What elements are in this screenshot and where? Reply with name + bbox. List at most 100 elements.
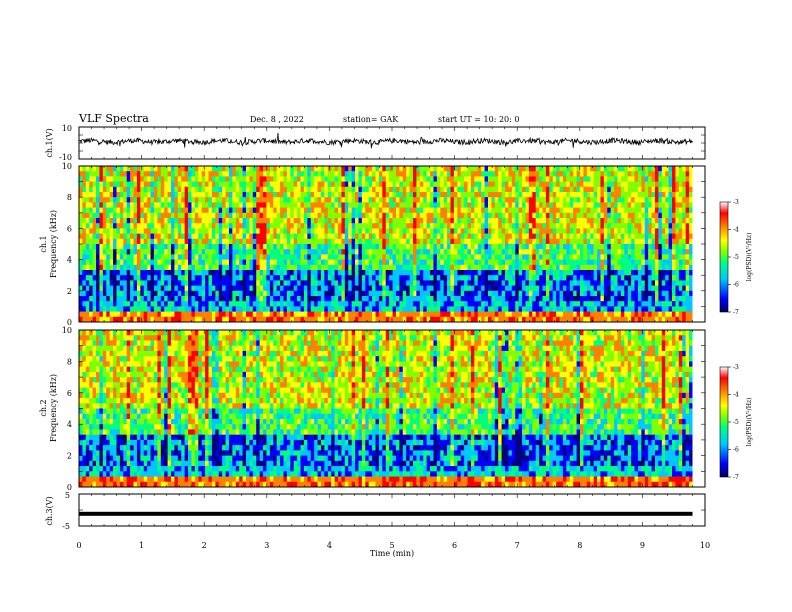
spectrogram-cell xyxy=(290,228,295,234)
spectrogram-cell xyxy=(382,254,387,260)
spectrogram-cell xyxy=(109,181,114,188)
spectrogram-cell xyxy=(620,233,625,240)
spectrogram-cell xyxy=(399,186,404,193)
spectrogram-cell xyxy=(246,176,250,182)
spectrogram-cell xyxy=(539,244,543,250)
spectrogram-cell xyxy=(501,202,506,208)
spectrogram-cell xyxy=(365,316,369,323)
spectrogram-cell xyxy=(457,186,462,193)
spectrogram-cell xyxy=(464,316,468,323)
spectrogram-cell xyxy=(399,249,404,255)
spectrogram-cell xyxy=(344,171,349,177)
spectrogram-cell xyxy=(365,296,369,302)
spectrogram-cell xyxy=(310,244,315,250)
spectrogram-cell xyxy=(215,264,220,271)
spectrogram-cell xyxy=(119,176,124,182)
spectrogram-cell xyxy=(375,296,380,302)
spectrogram-cell xyxy=(372,311,376,318)
spectrogram-cell xyxy=(344,166,349,172)
spectrogram-cell xyxy=(372,228,376,234)
spectrogram-cell xyxy=(470,254,475,260)
spectrogram-cell xyxy=(113,259,117,266)
spectrogram-cell xyxy=(256,290,260,297)
spectrogram-cell xyxy=(385,228,390,234)
spectrogram-cell xyxy=(484,280,489,286)
spectrogram-cell xyxy=(252,270,257,276)
spectrogram-cell xyxy=(583,176,588,182)
spectrogram-cell xyxy=(130,192,134,198)
spectrogram-cell xyxy=(477,311,482,318)
spectrogram-cell xyxy=(617,197,622,203)
spectrogram-cell xyxy=(106,259,110,266)
spectrogram-cell xyxy=(518,228,523,234)
spectrogram-cell xyxy=(511,238,516,245)
spectrogram-cell xyxy=(552,212,557,219)
spectrogram-cell xyxy=(246,290,250,297)
spectrogram-cell xyxy=(436,176,441,182)
spectrogram-cell xyxy=(487,301,492,307)
spectrogram-cell xyxy=(491,197,496,203)
spectrogram-cell xyxy=(242,223,247,229)
spectrogram-cell xyxy=(235,296,240,302)
spectrogram-cell xyxy=(344,280,349,286)
spectrogram-cell xyxy=(174,181,179,188)
spectrogram-cell xyxy=(106,233,110,240)
spectrogram-cell xyxy=(133,233,138,240)
spectrogram-cell xyxy=(232,311,237,318)
spectrogram-cell xyxy=(382,280,387,286)
spectrogram-cell xyxy=(188,176,192,182)
spectrogram-cell xyxy=(126,223,131,229)
spectrogram-cell xyxy=(562,316,567,323)
spectrogram-cell xyxy=(290,171,295,177)
spectrogram-cell xyxy=(423,166,427,172)
spectrogram-cell xyxy=(505,192,509,198)
spectrogram-cell xyxy=(140,238,145,245)
spectrogram-cell xyxy=(348,233,352,240)
spectrogram-cell xyxy=(583,280,588,286)
spectrogram-cell xyxy=(392,218,397,224)
spectrogram-cell xyxy=(157,176,162,182)
spectrogram-cell xyxy=(539,301,543,307)
spectrogram-cell xyxy=(283,166,288,172)
spectrogram-cell xyxy=(382,197,387,203)
spectrogram-cell xyxy=(416,244,421,250)
spectrogram-cell xyxy=(532,218,536,224)
spectrogram-cell xyxy=(290,264,295,271)
spectrogram-cell xyxy=(433,212,438,219)
spectrogram-cell xyxy=(344,259,349,266)
spectrogram-cell xyxy=(314,192,318,198)
spectrogram-cell xyxy=(327,280,332,286)
spectrogram-cell xyxy=(559,259,564,266)
spectrogram-cell xyxy=(600,171,605,177)
spectrogram-cell xyxy=(194,285,199,292)
spectrogram-cell xyxy=(610,238,615,245)
spectrogram-cell xyxy=(515,244,519,250)
spectrogram-cell xyxy=(338,311,342,318)
spectrogram-cell xyxy=(249,306,254,312)
spectrogram-cell xyxy=(549,166,554,172)
spectrogram-cell xyxy=(266,264,271,271)
spectrogram-cell xyxy=(150,275,155,281)
spectrogram-cell xyxy=(317,223,322,229)
spectrogram-cell xyxy=(361,301,366,307)
spectrogram-cell xyxy=(368,186,373,193)
spectrogram-cell xyxy=(215,192,220,198)
spectrogram-cell xyxy=(361,212,366,219)
spectrogram-cell xyxy=(184,238,189,245)
spectrogram-cell xyxy=(419,212,424,219)
spectrogram-cell xyxy=(266,186,271,193)
spectrogram-cell xyxy=(303,244,308,250)
spectrogram-cell xyxy=(600,238,605,245)
spectrogram-cell xyxy=(290,280,295,286)
spectrogram-cell xyxy=(358,306,363,312)
spectrogram-cell xyxy=(569,316,574,323)
spectrogram-cell xyxy=(252,301,257,307)
spectrogram-cell xyxy=(402,270,407,276)
spectrogram-cell xyxy=(119,186,124,193)
spectrogram-cell xyxy=(320,192,325,198)
spectrogram-cell xyxy=(136,311,141,318)
spectrogram-cell xyxy=(157,181,162,188)
spectrogram-cell xyxy=(331,290,335,297)
spectrogram-cell xyxy=(218,311,223,318)
spectrogram-cell xyxy=(147,197,151,203)
